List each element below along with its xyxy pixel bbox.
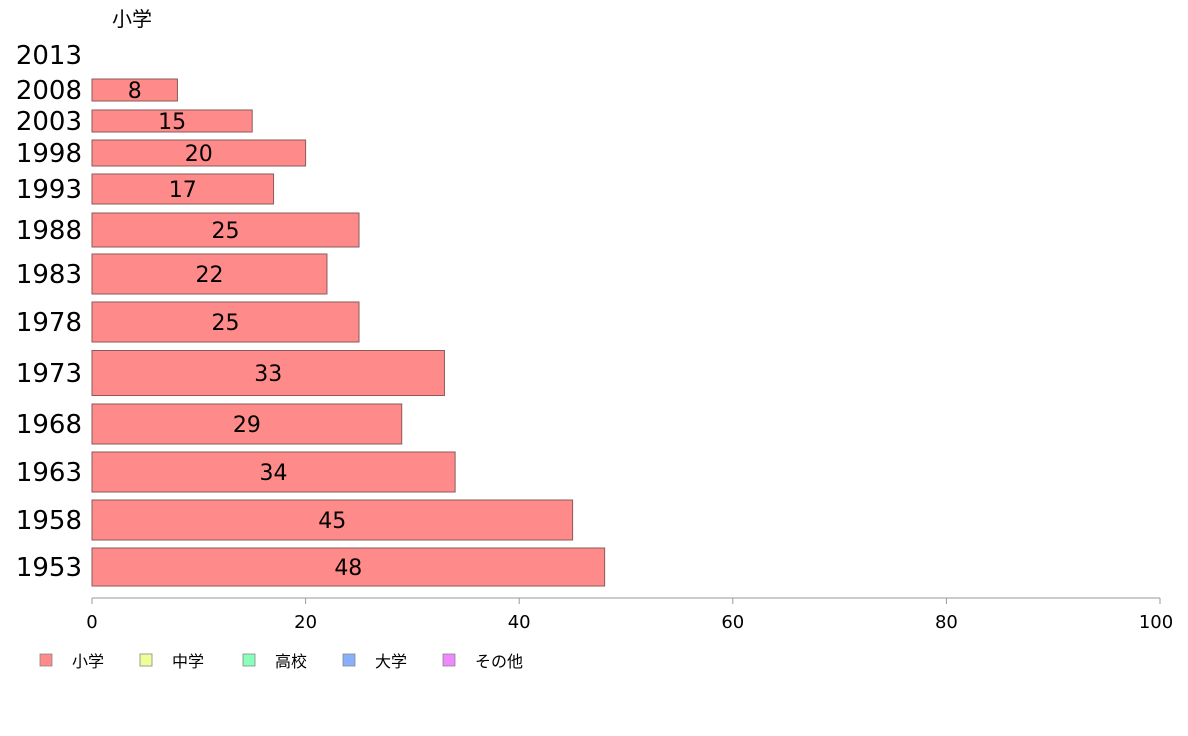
bar-value-label: 29 xyxy=(233,413,261,438)
chart-title: 小学 xyxy=(112,7,152,31)
bar-value-label: 34 xyxy=(260,461,288,486)
bar-value-label: 8 xyxy=(128,79,142,104)
bar xyxy=(91,173,275,205)
legend-label: 大学 xyxy=(375,652,407,671)
legend-swatch xyxy=(139,653,153,667)
bar xyxy=(91,109,253,133)
legend-swatch xyxy=(442,653,456,667)
x-tick-label: 80 xyxy=(935,612,958,633)
category-label: 1963 xyxy=(16,458,82,488)
bar xyxy=(91,301,360,343)
category-label: 1973 xyxy=(16,359,82,389)
category-label: 2013 xyxy=(16,41,82,71)
bar-value-label: 25 xyxy=(212,311,240,336)
category-label: 1983 xyxy=(16,260,82,290)
bar-value-label: 33 xyxy=(254,362,282,387)
x-tick-label: 20 xyxy=(294,612,317,633)
legend-label: 中学 xyxy=(172,652,204,671)
legend-label: 高校 xyxy=(275,652,307,671)
category-label: 1993 xyxy=(16,175,82,205)
category-label: 1998 xyxy=(16,139,82,169)
bar xyxy=(91,78,178,102)
bar xyxy=(91,350,445,396)
bar xyxy=(91,403,403,445)
legend-swatch xyxy=(342,653,356,667)
category-label: 2003 xyxy=(16,107,82,137)
bar-value-label: 20 xyxy=(185,142,213,167)
legend-swatch xyxy=(242,653,256,667)
legend-swatch xyxy=(39,653,53,667)
legend: 小学 中学 高校 大学 その他 xyxy=(39,652,523,671)
x-tick-label: 0 xyxy=(86,612,97,633)
legend-label: その他 xyxy=(475,652,523,671)
bar-value-label: 15 xyxy=(158,110,186,135)
bar xyxy=(91,212,360,248)
bar-value-label: 45 xyxy=(318,509,346,534)
bar xyxy=(91,547,606,587)
category-label: 1958 xyxy=(16,506,82,536)
category-label: 2008 xyxy=(16,76,82,106)
x-axis: 0 20 40 60 80 100 xyxy=(86,597,1173,633)
x-tick-label: 40 xyxy=(508,612,531,633)
x-tick-label: 60 xyxy=(721,612,744,633)
bar xyxy=(91,253,328,295)
x-tick-label: 100 xyxy=(1139,612,1173,633)
bars-group: 2013 2008 8 2003 15 1998 20 1993 17 1988 25 1983 22 1… xyxy=(16,41,606,587)
bar-value-label: 17 xyxy=(169,178,197,203)
bar-value-label: 48 xyxy=(334,556,362,581)
category-label: 1968 xyxy=(16,410,82,440)
category-label: 1978 xyxy=(16,308,82,338)
bar xyxy=(91,499,574,541)
legend-label: 小学 xyxy=(72,652,104,671)
bar-value-label: 22 xyxy=(195,263,223,288)
bar xyxy=(91,451,456,493)
category-label: 1953 xyxy=(16,553,82,583)
bar xyxy=(91,139,307,167)
category-label: 1988 xyxy=(16,216,82,246)
bar-value-label: 25 xyxy=(212,219,240,244)
